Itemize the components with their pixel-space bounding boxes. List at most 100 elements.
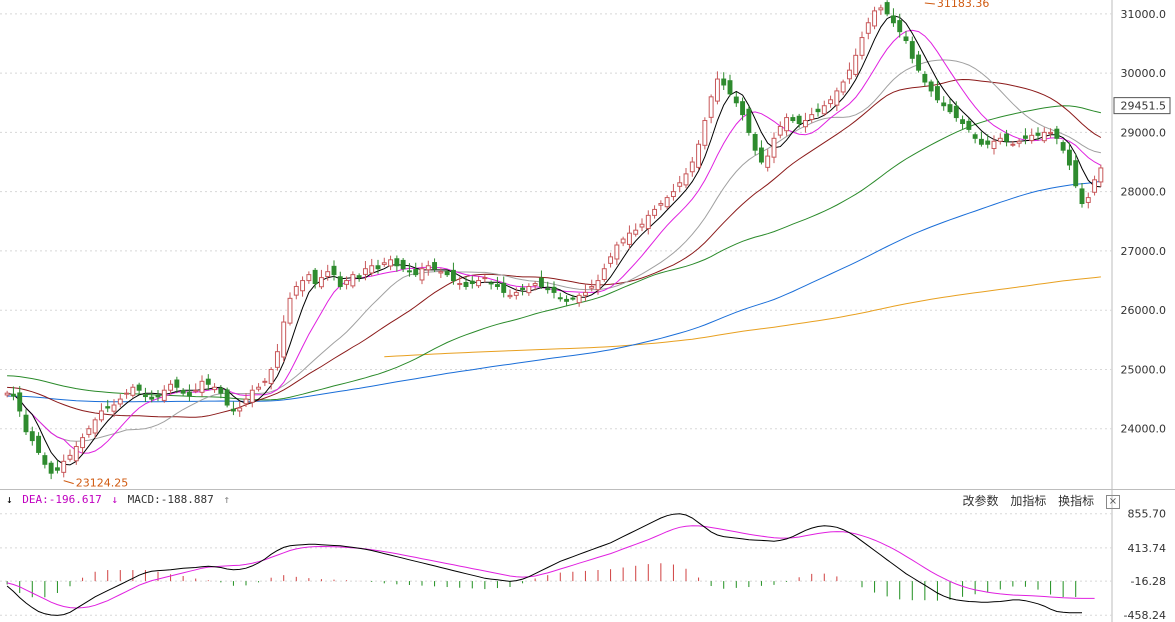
candle-down (928, 81, 934, 92)
candle-up (582, 291, 588, 296)
candle-down (205, 378, 211, 385)
current-price-label: 29451.5 (1121, 100, 1167, 113)
candle-up (1010, 143, 1016, 146)
candle-down (501, 282, 507, 293)
candle-up (98, 410, 104, 421)
candle-down (1022, 135, 1028, 139)
candle-up (809, 114, 815, 120)
candle-down (520, 287, 526, 290)
dea-line (6, 525, 1095, 609)
candle-up (664, 197, 670, 208)
close-icon[interactable]: × (1106, 494, 1120, 509)
add-indicator-button[interactable]: 加指标 (1010, 494, 1047, 508)
candle-down (570, 297, 576, 300)
candle-down (494, 284, 500, 287)
candlesticks (4, 0, 1104, 480)
candle-up (268, 368, 274, 384)
candle-down (230, 408, 236, 412)
candle-down (557, 297, 563, 300)
candle-down (136, 384, 142, 391)
candle-up (425, 265, 431, 271)
candle-up (281, 321, 287, 358)
candle-up (476, 280, 482, 287)
candle-up (846, 69, 852, 80)
candle-down (450, 269, 456, 282)
candle-down (432, 262, 438, 270)
ma5-line (6, 15, 1101, 466)
candle-up (193, 389, 199, 392)
candle-up (161, 389, 167, 401)
candle-down (224, 389, 230, 406)
candle-up (784, 117, 790, 132)
candle-up (168, 383, 174, 391)
price-tick-label: 30000.0 (1121, 67, 1167, 80)
candle-up (61, 460, 67, 473)
candle-down (790, 117, 796, 122)
candle-up (80, 437, 86, 449)
candle-down (400, 259, 406, 270)
candle-up (130, 386, 136, 396)
candle-up (834, 90, 840, 106)
price-tick-label: 24000.0 (1121, 423, 1167, 436)
indicator-values: ↓ DEA:-196.617 ↓ MACD:-188.887 ↑ (6, 493, 233, 506)
candle-up (614, 244, 620, 260)
high-annotation: 31183.36 (937, 0, 990, 10)
candle-down (142, 395, 148, 398)
candle-up (595, 280, 601, 291)
candle-up (1098, 167, 1104, 183)
candle-up (714, 78, 720, 102)
candle-up (652, 208, 658, 216)
candle-up (576, 294, 582, 304)
candle-down (1079, 188, 1085, 205)
candle-up (350, 274, 356, 287)
candle-down (966, 120, 972, 130)
candle-down (155, 395, 161, 398)
candle-down (394, 258, 400, 267)
price-tick-label: 28000.0 (1121, 186, 1167, 199)
current-price-tag: 29451.5 (1113, 97, 1171, 115)
candle-down (545, 288, 551, 291)
candle-down (1035, 132, 1041, 136)
modify-params-button[interactable]: 改参数 (962, 494, 999, 508)
switch-indicator-button[interactable]: 换指标 (1058, 494, 1095, 508)
candle-down (733, 96, 739, 104)
candle-up (318, 277, 324, 288)
candle-up (658, 203, 664, 206)
candle-up (111, 404, 117, 412)
candle-down (897, 20, 903, 33)
candle-up (821, 105, 827, 115)
candle-down (463, 281, 469, 287)
candle-down (375, 265, 381, 270)
candle-up (859, 37, 865, 56)
candle-up (212, 386, 218, 391)
candle-down (174, 379, 180, 388)
candle-up (608, 256, 614, 264)
candle-up (670, 191, 676, 198)
candle-down (796, 115, 802, 125)
candle-down (469, 280, 475, 285)
candle-up (620, 238, 626, 244)
candle-up (274, 351, 280, 368)
candle-down (331, 265, 337, 276)
candle-down (42, 455, 48, 465)
candle-down (740, 101, 746, 116)
macd-value: MACD:-188.887 (127, 493, 214, 506)
candle-up (865, 22, 871, 34)
candle-down (1054, 128, 1060, 139)
candle-down (1073, 160, 1079, 187)
price-tick-label: 25000.0 (1121, 363, 1167, 376)
candle-up (689, 161, 695, 173)
candle-down (916, 54, 922, 71)
ma60-line (7, 105, 1102, 401)
candle-down (909, 41, 915, 59)
candle-up (1092, 179, 1098, 193)
moving-average-lines (6, 15, 1102, 466)
candle-down (218, 387, 224, 394)
candle-up (362, 268, 368, 275)
candle-up (86, 428, 92, 435)
candle-up (507, 294, 513, 298)
candle-down (17, 392, 23, 412)
candle-up (997, 137, 1003, 142)
candle-down (406, 270, 412, 273)
candle-down (721, 78, 727, 86)
